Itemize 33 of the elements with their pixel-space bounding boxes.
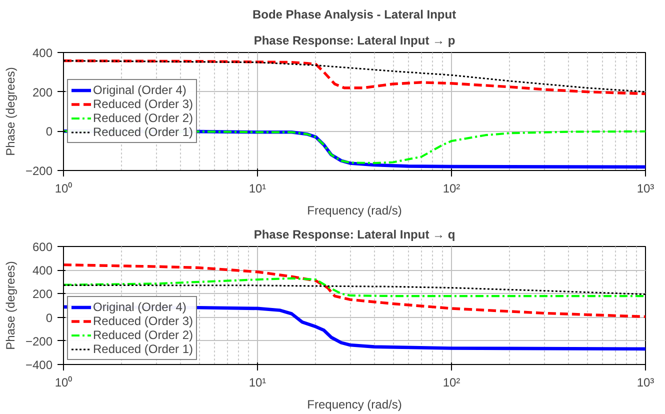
legend-label: Reduced (Order 3): [93, 97, 194, 111]
legend-label: Original (Order 4): [93, 300, 186, 314]
y-axis-title: Phase (degrees): [3, 67, 18, 156]
x-tick-label: 10⁰: [54, 376, 72, 390]
y-tick-label: −200: [25, 164, 53, 178]
y-tick-label: 400: [32, 46, 53, 60]
x-tick-label: 10⁰: [54, 182, 72, 196]
x-axis-title: Frequency (rad/s): [307, 204, 402, 218]
y-tick-label: −200: [25, 334, 53, 348]
legend-label: Reduced (Order 2): [93, 111, 194, 125]
x-tick-label: 10³: [636, 376, 654, 390]
legend-label: Reduced (Order 1): [93, 342, 194, 356]
y-tick-label: 600: [32, 240, 53, 254]
chart-title: Phase Response: Lateral Input → q: [254, 228, 456, 242]
y-tick-label: 0: [46, 124, 53, 139]
x-tick-label: 10³: [636, 182, 654, 196]
x-tick-label: 10²: [442, 376, 460, 390]
x-tick-label: 10²: [442, 182, 460, 196]
x-tick-label: 10¹: [248, 376, 266, 390]
y-axis-title: Phase (degrees): [3, 261, 18, 350]
chart-title: Bode Phase Analysis - Lateral Input: [252, 8, 456, 22]
y-tick-label: 400: [32, 264, 53, 278]
x-tick-label: 10¹: [248, 182, 266, 196]
chart-subtitle: Phase Response: Lateral Input → p: [254, 34, 456, 48]
y-tick-label: −400: [25, 358, 53, 372]
x-axis-title: Frequency (rad/s): [307, 398, 402, 412]
legend-label: Reduced (Order 3): [93, 314, 194, 328]
y-tick-label: 0: [46, 310, 53, 325]
legend-label: Reduced (Order 2): [93, 328, 194, 342]
y-tick-label: 200: [32, 287, 53, 302]
legend-label: Original (Order 4): [93, 83, 186, 97]
y-tick-label: 200: [32, 85, 53, 100]
legend-label: Reduced (Order 1): [93, 125, 194, 139]
